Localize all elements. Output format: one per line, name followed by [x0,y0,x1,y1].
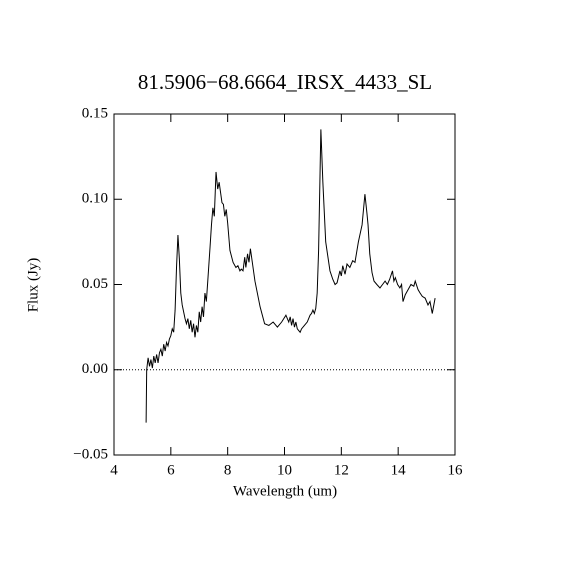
y-tick-label: 0.00 [82,361,108,377]
y-tick-label: 0.05 [82,276,108,292]
chart-title: 81.5906−68.6664_IRSX_4433_SL [138,70,432,94]
x-tick-label: 12 [334,462,349,478]
x-tick-label: 10 [277,462,292,478]
x-axis-label: Wavelength (um) [233,483,337,499]
x-tick-label: 4 [110,462,118,478]
x-tick-label: 8 [224,462,232,478]
y-tick-label: 0.10 [82,191,108,207]
y-axis-label: Flux (Jy) [25,258,41,313]
y-tick-label: 0.15 [82,105,108,121]
x-tick-label: 14 [391,462,407,478]
y-tick-label: −0.05 [73,446,108,462]
x-tick-label: 16 [448,462,464,478]
spectrum-line [145,129,436,423]
x-tick-label: 6 [167,462,175,478]
